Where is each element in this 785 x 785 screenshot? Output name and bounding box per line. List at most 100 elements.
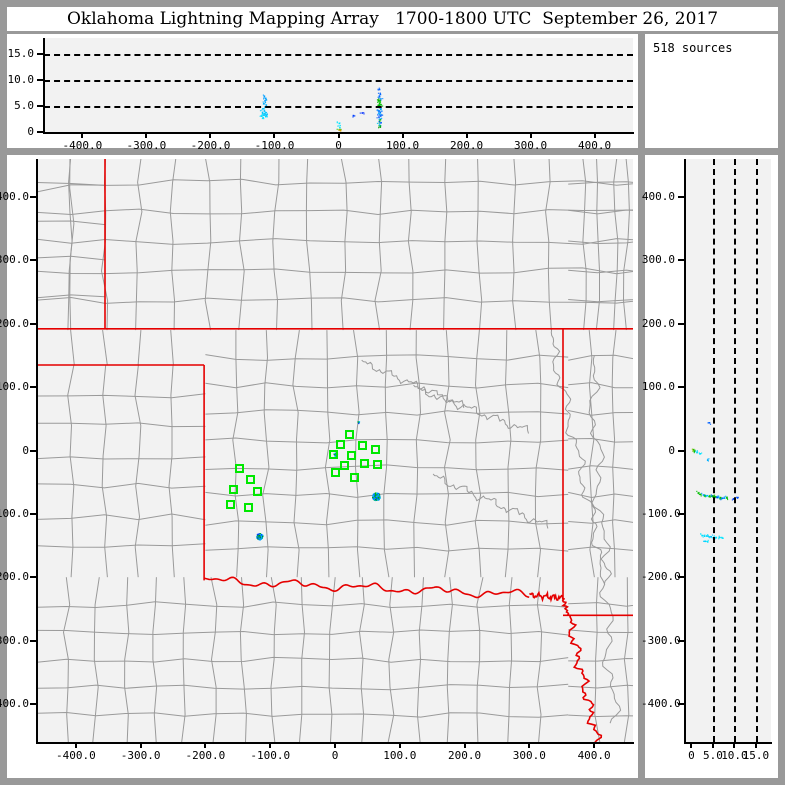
county-border [476, 577, 484, 742]
county-border [205, 437, 569, 444]
source-point [378, 120, 380, 122]
source-point [377, 113, 379, 115]
source-point [693, 452, 695, 454]
source-point [379, 101, 382, 103]
lma-station-marker [357, 440, 367, 450]
county-border [340, 159, 348, 331]
source-point [719, 537, 721, 539]
source-point [379, 119, 381, 121]
county-border [568, 629, 633, 634]
y-tick [678, 702, 685, 705]
y-tick-label: 100.0 [641, 380, 675, 394]
source-point [375, 494, 377, 496]
source-point [261, 109, 263, 111]
source-point [376, 122, 379, 124]
source-point [707, 422, 709, 424]
source-point [378, 494, 381, 497]
county-border [568, 546, 633, 551]
source-point [361, 112, 364, 114]
source-point [363, 113, 365, 115]
source-point [693, 450, 696, 453]
source-point [262, 114, 264, 117]
y-tick [678, 196, 685, 199]
source-point [261, 536, 263, 538]
county-border [37, 543, 206, 548]
x-tick-label: 200.0 [448, 749, 482, 762]
source-point [711, 495, 713, 497]
county-border [37, 393, 206, 399]
county-border [37, 220, 106, 226]
x-tick [273, 132, 276, 138]
y-tick-label: 300.0 [0, 253, 29, 267]
source-point [352, 116, 354, 118]
source-point [259, 533, 261, 535]
source-point [379, 93, 382, 95]
county-border [205, 464, 569, 471]
source-point [259, 534, 261, 537]
source-point [259, 536, 261, 538]
source-point [380, 119, 382, 121]
y-tick-label: -100.0 [641, 506, 681, 520]
y-tick-label: -400.0 [0, 696, 29, 710]
county-border [69, 159, 75, 331]
source-point [722, 537, 724, 539]
source-point [380, 113, 382, 115]
source-point [707, 534, 709, 536]
x-tick [528, 742, 531, 748]
source-point [726, 497, 728, 499]
source-point [697, 492, 700, 494]
source-point [709, 537, 711, 539]
source-point [261, 113, 263, 115]
source-count-panel: 518 sources [645, 34, 778, 148]
source-point [709, 423, 712, 425]
source-point [379, 111, 382, 114]
source-point [714, 538, 716, 540]
source-point [336, 128, 338, 130]
source-point [264, 103, 266, 105]
source-point [723, 497, 725, 499]
source-point [265, 104, 268, 106]
county-border [37, 238, 633, 245]
source-point [376, 492, 378, 495]
page-title: Oklahoma Lightning Mapping Array 1700-18… [66, 9, 719, 29]
x-tick-label: 100.0 [383, 749, 417, 762]
county-border [358, 577, 365, 742]
lma-station-marker [330, 467, 340, 477]
county-border [476, 159, 483, 331]
source-point [700, 533, 702, 535]
county-border [504, 330, 512, 578]
source-point [380, 98, 382, 100]
y-tick [30, 322, 37, 325]
source-point [380, 104, 383, 106]
county-border [432, 473, 549, 529]
x-tick [337, 132, 340, 138]
source-point [375, 498, 377, 500]
source-point [719, 498, 722, 500]
source-point [256, 533, 259, 536]
county-border [270, 577, 277, 742]
source-point [337, 125, 339, 127]
source-point [339, 129, 342, 132]
y-tick-label: 10.0 [7, 72, 35, 86]
source-point [378, 496, 381, 498]
source-point [707, 540, 709, 543]
source-point [372, 495, 375, 497]
source-point [338, 129, 340, 131]
y-tick [678, 322, 685, 325]
x-tick-label: 0 [688, 749, 695, 762]
county-border [568, 299, 633, 303]
state-border-texas-louisiana [568, 614, 603, 742]
source-point [721, 537, 724, 539]
x-tick [269, 742, 272, 748]
source-point [333, 453, 336, 456]
y-axis-line [36, 159, 38, 743]
county-border [37, 184, 106, 193]
source-point [708, 422, 711, 424]
source-point [379, 99, 381, 101]
county-border [205, 519, 569, 526]
source-point [700, 493, 702, 496]
lma-station-marker [246, 475, 256, 485]
source-point [702, 534, 704, 536]
source-point [696, 450, 698, 452]
county-border [272, 159, 280, 331]
